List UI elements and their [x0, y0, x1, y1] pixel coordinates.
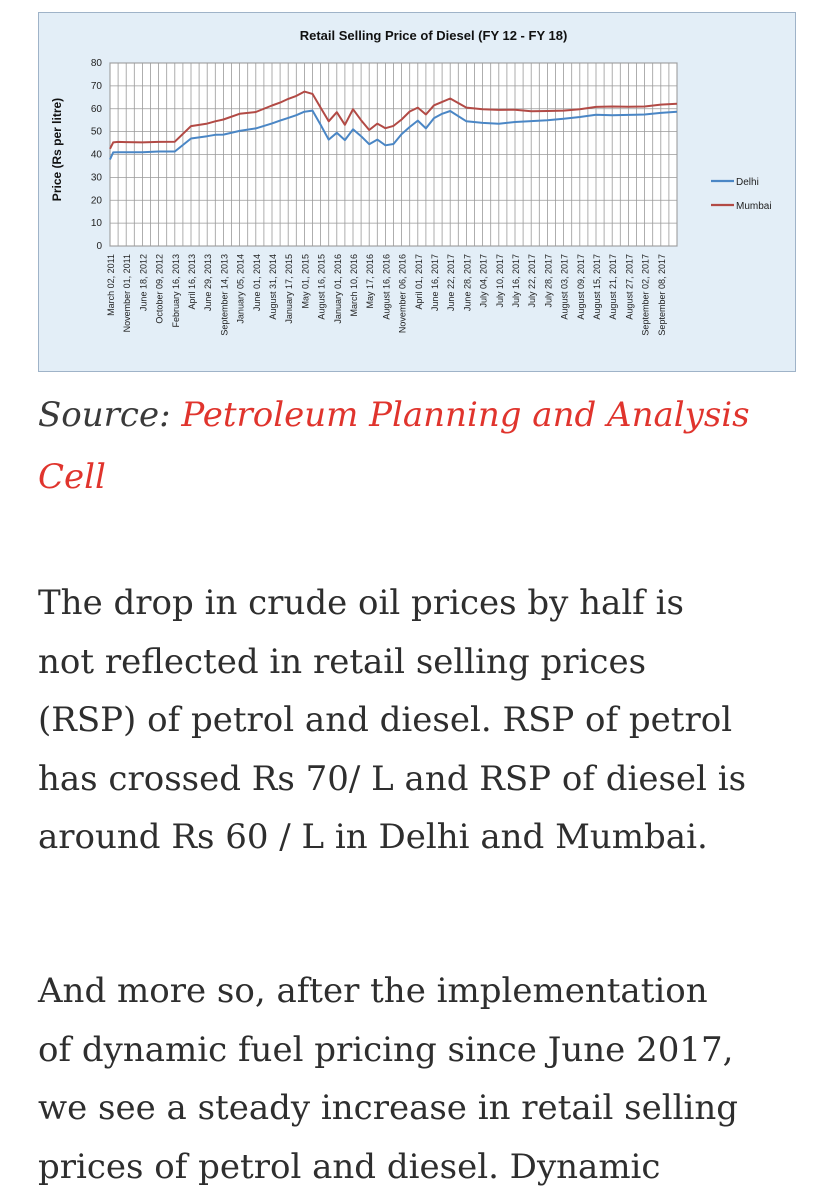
paragraph-line: of dynamic fuel pricing since June 2017, — [38, 1029, 734, 1070]
y-tick-label: 50 — [91, 127, 103, 138]
x-tick-label: April 16, 2013 — [187, 254, 197, 310]
x-tick-label: August 16, 2016 — [381, 254, 391, 320]
x-tick-label: August 16, 2015 — [317, 254, 327, 320]
x-tick-label: June 01, 2014 — [252, 254, 262, 311]
x-tick-label: June 29, 2013 — [203, 254, 213, 311]
y-tick-label: 0 — [96, 241, 102, 252]
legend-label-delhi: Delhi — [736, 177, 759, 188]
x-tick-label: June 22, 2017 — [446, 254, 456, 311]
source-label: Source: — [38, 395, 171, 435]
x-tick-label: July 16, 2017 — [511, 254, 521, 308]
x-tick-label: April 01, 2017 — [414, 254, 424, 310]
x-tick-label: March 02, 2011 — [106, 254, 116, 316]
x-tick-label: August 21, 2017 — [608, 254, 618, 320]
x-tick-label: January 05, 2014 — [236, 254, 246, 324]
y-tick-label: 60 — [91, 104, 103, 115]
series-line-delhi — [109, 109, 678, 160]
chart-svg: 0 10 20 30 40 50 60 70 80 March 02, 2011 November … — [50, 28, 772, 336]
paragraph-dynamic-pricing: And more so, after the implementation of… — [38, 962, 803, 1196]
x-tick-label: June 16, 2017 — [430, 254, 440, 311]
paragraph-line: The drop in crude oil prices by half is — [38, 583, 684, 623]
x-tick-label: August 15, 2017 — [592, 254, 602, 320]
y-axis-label: Price (Rs per litre) — [50, 98, 64, 201]
x-tick-label: July 22, 2017 — [527, 254, 537, 308]
diesel-price-chart: 0 10 20 30 40 50 60 70 80 March 02, 2011 November … — [38, 12, 796, 372]
paragraph-line: (RSP) of petrol and diesel. RSP of petro… — [38, 700, 733, 740]
paragraph-crude-oil: The drop in crude oil prices by half is … — [38, 574, 803, 867]
paragraph-line: has crossed Rs 70/ L and RSP of diesel i… — [38, 758, 747, 799]
y-tick-label: 10 — [91, 218, 103, 229]
x-tick-label: September 02, 2017 — [641, 254, 651, 336]
x-tick-label: March 10, 2016 — [349, 254, 359, 317]
paragraph-line: around Rs 60 / L in Delhi and Mumbai. — [38, 817, 708, 857]
x-tick-label: July 04, 2017 — [479, 254, 489, 308]
x-tick-label: August 27, 2017 — [624, 254, 634, 320]
y-tick-label: 20 — [91, 195, 103, 206]
y-tick-label: 80 — [91, 58, 103, 69]
x-tick-label: September 08, 2017 — [657, 254, 667, 336]
x-tick-label: January 01, 2016 — [333, 254, 343, 324]
y-tick-label: 70 — [91, 81, 103, 92]
x-tick-label: May 17, 2016 — [365, 254, 375, 309]
x-tick-label: February 16, 2013 — [171, 254, 181, 328]
x-tick-label: October 09, 2012 — [155, 254, 165, 324]
paragraph-line: And more so, after the implementation — [38, 971, 708, 1011]
paragraph-line: we see a steady increase in retail selli… — [38, 1088, 739, 1128]
x-tick-label: November 01, 2011 — [122, 254, 132, 332]
chart-title: Retail Selling Price of Diesel (FY 12 - … — [300, 28, 568, 43]
source-link[interactable]: Petroleum Planning and Analysis — [181, 395, 750, 435]
x-tick-label: July 10, 2017 — [495, 254, 505, 308]
paragraph-line: not reflected in retail selling prices — [38, 641, 647, 682]
source-caption: Source: Petroleum Planning and Analysis … — [38, 384, 798, 508]
x-tick-label: January 17, 2015 — [284, 254, 294, 324]
source-link-continued[interactable]: Cell — [38, 457, 106, 497]
x-tick-label: July 28, 2017 — [543, 254, 553, 308]
series-line-mumbai — [109, 90, 678, 150]
x-tick-label: August 03, 2017 — [560, 254, 570, 320]
x-tick-label: June 18, 2012 — [138, 254, 148, 311]
x-tick-label: June 28, 2017 — [462, 254, 472, 311]
x-tick-label: August 09, 2017 — [576, 254, 586, 320]
x-tick-label: November 06, 2016 — [398, 254, 408, 333]
y-tick-label: 40 — [91, 150, 103, 161]
y-tick-label: 30 — [91, 172, 103, 183]
legend-label-mumbai: Mumbai — [736, 201, 772, 212]
x-tick-label: August 31, 2014 — [268, 254, 278, 320]
x-tick-label: September 14, 2013 — [219, 254, 229, 336]
x-tick-label: May 01, 2015 — [300, 254, 310, 309]
paragraph-line: prices of petrol and diesel. Dynamic — [38, 1146, 661, 1187]
